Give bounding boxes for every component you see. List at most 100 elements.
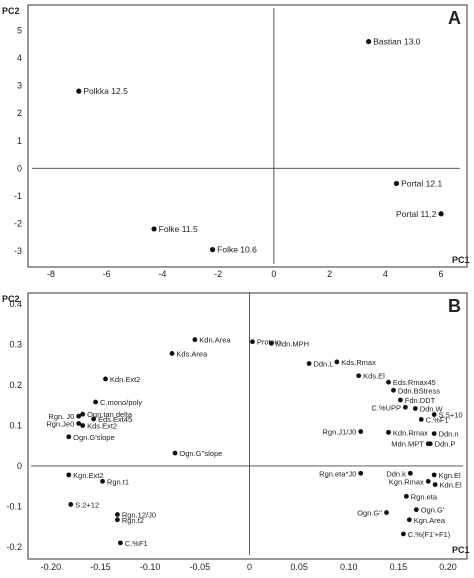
data-point-label: C.%F1' xyxy=(426,415,451,424)
data-point-label: C.%(F1'+F1) xyxy=(408,530,451,539)
data-point-label: Ddn.k xyxy=(386,469,406,478)
panel-b-x-tick-label: 0.10 xyxy=(340,562,358,572)
panel-b-y-tick-label: -0.2 xyxy=(6,542,22,552)
panel-a-y-tick-label: 0 xyxy=(17,163,22,173)
panel-a-y-tick-label: 3 xyxy=(17,81,22,91)
data-point xyxy=(209,247,216,253)
data-point xyxy=(192,337,198,343)
data-point xyxy=(412,406,418,411)
data-point-label: Rgn. J0 xyxy=(48,412,74,421)
panel-b-y-tick-label: 0.1 xyxy=(9,421,22,431)
data-point xyxy=(413,507,419,513)
data-point-label: Kgn.El xyxy=(439,471,461,480)
panel-a-y-tick-label: 5 xyxy=(17,26,22,36)
data-point-label: Folke 10.6 xyxy=(217,245,257,255)
data-point xyxy=(151,226,157,232)
data-point xyxy=(427,441,433,447)
panel-a-y-tick-label: 1 xyxy=(17,136,22,146)
panel-a-x-tick-label: -8 xyxy=(47,269,55,279)
panel-b-y-tick-label: 0.3 xyxy=(9,340,22,350)
data-point-label: Kgn.Area xyxy=(414,516,446,525)
data-point xyxy=(169,351,175,356)
panel-a-x-tick-label: -6 xyxy=(103,269,111,279)
data-point-label: Portal 11.2 xyxy=(396,209,437,219)
data-point-label: C.%UPP xyxy=(371,403,401,412)
data-point-label: Rgn.eta*J0 xyxy=(319,469,356,478)
data-point-label: Kdn.El xyxy=(440,481,462,490)
data-point xyxy=(76,88,82,94)
data-point-label: Ogn.tan delta xyxy=(87,410,133,419)
data-point xyxy=(103,376,108,382)
panel-a-x-axis-label: PC1 xyxy=(452,255,470,265)
data-point xyxy=(432,482,438,487)
panel-a-x-tick-label: -2 xyxy=(214,269,222,279)
panel-b-x-tick-label: 0.05 xyxy=(290,562,308,572)
data-point xyxy=(386,429,391,435)
data-point-label: Rgn.J1/J0 xyxy=(323,428,357,437)
data-point xyxy=(366,38,372,45)
data-point xyxy=(418,417,424,422)
panel-b-x-tick-label: -0.20 xyxy=(41,562,62,572)
panel-b-x-tick-label: 0.15 xyxy=(390,562,408,572)
data-point xyxy=(386,379,391,385)
data-point-label: Mdn.MPT xyxy=(391,440,424,449)
data-point xyxy=(398,397,403,403)
data-point xyxy=(403,493,409,499)
data-point-label: Portal 12.1 xyxy=(401,178,442,188)
panel-b-x-tick-label: -0.10 xyxy=(140,562,161,572)
panel-b-x-tick-label: 0.20 xyxy=(439,562,457,572)
panel-b-label: B xyxy=(448,296,461,316)
data-point xyxy=(172,450,178,456)
data-point xyxy=(68,502,74,507)
panel-b-y-tick-label: 0 xyxy=(17,461,22,471)
panel-b-x-axis-label: PC1 xyxy=(452,545,470,555)
data-point-label: Ddn.BStress xyxy=(398,386,440,395)
data-point xyxy=(76,421,82,426)
data-point-label: Rgn.t1 xyxy=(107,477,129,486)
data-point xyxy=(250,339,255,345)
data-point-label: Kds.Ext2 xyxy=(87,422,117,431)
data-point-label: Ogn.G' xyxy=(421,506,445,515)
data-point-label: Kds.Rmax xyxy=(341,358,376,367)
data-point-label: Kdn.Rmax xyxy=(393,428,428,437)
data-point xyxy=(358,470,364,476)
panel-a-x-tick-label: 6 xyxy=(439,269,444,279)
data-point xyxy=(407,470,413,476)
data-point xyxy=(91,416,96,422)
data-point-label: Eds.Ext45 xyxy=(98,415,132,424)
panel-a-x-tick-label: 4 xyxy=(383,269,388,279)
data-point xyxy=(80,411,86,417)
data-point xyxy=(118,540,123,546)
panel-a-y-tick-label: -3 xyxy=(14,246,22,256)
data-point-label: Ddn.L xyxy=(313,360,333,369)
data-point xyxy=(66,434,72,440)
panel-a-y-tick-label: -2 xyxy=(14,218,22,228)
panel-b-y-tick-label: 0.2 xyxy=(9,380,22,390)
panel-b-y-tick-label: -0.1 xyxy=(6,501,22,511)
data-point xyxy=(268,340,274,346)
data-point-label: Folke 11.5 xyxy=(159,224,198,234)
data-point xyxy=(115,517,120,523)
data-point-label: Fdn.DDT xyxy=(405,396,436,405)
data-point-label: Rgn.Je0 xyxy=(46,419,74,428)
data-point xyxy=(438,211,444,217)
data-point-label: Ogn.G'' xyxy=(357,509,383,518)
data-point xyxy=(431,412,437,417)
data-point xyxy=(356,373,362,379)
panel-b-frame xyxy=(27,292,468,560)
panel-a-y-axis-label: PC2 xyxy=(2,6,20,16)
panel-b-y-axis-label: PC2 xyxy=(2,294,20,304)
data-point-label: Ogn.G''slope xyxy=(179,449,222,458)
data-point xyxy=(384,510,389,515)
data-point-label: Kgn.Rmax xyxy=(389,477,424,486)
panel-a-frame xyxy=(27,4,468,268)
data-point-label: S.2+12 xyxy=(75,500,99,509)
panel-a-x-tick-label: -4 xyxy=(158,269,166,279)
data-point-label: Protein xyxy=(257,338,281,347)
data-point xyxy=(334,359,340,365)
panel-a-y-tick-label: -1 xyxy=(14,191,22,201)
data-point xyxy=(93,399,98,405)
data-point-label: Rgn.12/J0 xyxy=(122,511,156,520)
panel-a-y-tick-label: 2 xyxy=(17,108,22,118)
